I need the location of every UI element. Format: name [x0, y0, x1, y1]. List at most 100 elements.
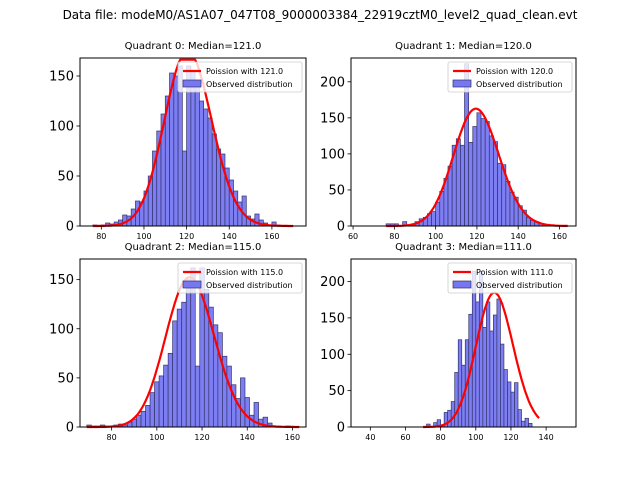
histogram-bar: [136, 414, 142, 428]
y-tick-label: 150: [49, 273, 74, 288]
histogram-bar: [447, 165, 453, 227]
histogram-bar: [476, 112, 482, 227]
histogram-bar: [211, 133, 217, 227]
histogram-bar: [194, 85, 200, 227]
subplot-quadrant-2: Quadrant 2: Median=115.0 0 50 100 150 80 100 12…: [49, 242, 307, 442]
histogram-bar: [158, 375, 164, 428]
histogram-bar: [489, 330, 494, 428]
histogram-bar: [496, 298, 501, 428]
histogram-bar: [497, 162, 503, 227]
x-tick-label: 100: [428, 232, 443, 241]
histogram-bar: [472, 126, 478, 227]
subplot-title: Quadrant 0: Median=121.0: [125, 41, 262, 52]
histogram-bar: [216, 148, 222, 227]
y-tick-label: 50: [328, 183, 345, 198]
histogram-bar: [507, 381, 512, 428]
histogram-bar: [493, 141, 498, 227]
x-tick-label: 120: [179, 232, 194, 241]
y-tick-label: 50: [57, 371, 74, 386]
histogram-bar: [226, 365, 232, 428]
legend: Poission with 111.0 Observed distribution: [447, 262, 573, 294]
x-tick-label: 60: [400, 433, 410, 442]
histogram-bar: [240, 377, 246, 428]
histogram-bar: [217, 332, 223, 428]
y-tick-label: 0: [337, 220, 345, 235]
x-tick-label: 80: [389, 232, 399, 241]
histogram-bar: [203, 108, 209, 227]
histogram-bar: [480, 118, 486, 227]
figure-suptitle: Data file: modeM0/AS1A07_047T08_90000033…: [62, 8, 578, 22]
histogram-bar: [163, 364, 169, 428]
legend: Poission with 115.0 Observed distribution: [177, 262, 303, 294]
histogram-bar: [140, 410, 146, 428]
legend-box: [447, 61, 573, 93]
x-tick-label: 100: [136, 232, 151, 241]
subplot-quadrant-1: Quadrant 1: Median=120.0 0 50 100 150 200 60 80…: [320, 41, 577, 241]
poisson-curve: [423, 291, 540, 429]
x-tick-label: 80: [96, 232, 106, 241]
axes-frame: [79, 258, 307, 428]
legend-box: [177, 262, 303, 294]
histogram-bar: [185, 279, 192, 428]
y-tick-label: 50: [57, 170, 74, 185]
legend-label-poisson: Poission with 121.0: [206, 67, 283, 76]
legend-bar-swatch: [452, 79, 472, 88]
histogram-bar: [468, 142, 474, 227]
x-tick-label: 120: [194, 433, 209, 442]
y-tick-label: 200: [320, 75, 345, 90]
subplot-title: Quadrant 1: Median=120.0: [395, 41, 532, 52]
histogram-bar: [122, 214, 128, 227]
histogram-bar: [517, 409, 522, 428]
x-tick-label: 140: [222, 232, 237, 241]
subplot-quadrant-3: Quadrant 3: Median=111.0 0 50 100 150 200 40 60…: [320, 242, 577, 442]
y-tick-label: 150: [320, 111, 345, 126]
legend-bar-swatch: [182, 280, 202, 289]
subplot-title: Quadrant 2: Median=115.0: [125, 242, 262, 253]
histogram-bar: [447, 409, 452, 428]
legend-label-observed: Observed distribution: [476, 80, 563, 89]
axes-frame: [79, 57, 307, 227]
legend-bar-swatch: [182, 79, 202, 88]
y-tick-label: 100: [49, 322, 74, 337]
histogram-bar: [457, 339, 463, 428]
x-tick-label: 100: [468, 433, 483, 442]
histogram-bar: [488, 135, 494, 227]
x-tick-label: 120: [503, 433, 518, 442]
legend-label-poisson: Poission with 115.0: [206, 268, 283, 277]
x-tick-label: 140: [511, 232, 526, 241]
x-tick-label: 160: [552, 232, 567, 241]
y-tick-label: 100: [49, 120, 74, 135]
histogram-bar: [524, 417, 529, 428]
x-tick-label: 160: [264, 232, 279, 241]
histogram-bar: [154, 381, 160, 428]
x-tick-label: 40: [365, 433, 375, 442]
x-tick-label: 140: [538, 433, 553, 442]
histogram-bar: [431, 211, 436, 227]
histogram-bar: [500, 343, 505, 428]
y-tick-label: 150: [49, 70, 74, 85]
histogram-bar: [173, 75, 179, 227]
histogram-bar: [505, 180, 511, 227]
histogram-bar: [486, 301, 491, 428]
histogram-bar: [199, 100, 205, 227]
x-tick-label: 80: [436, 433, 446, 442]
axes-frame: [350, 258, 577, 428]
histogram-bar: [172, 320, 178, 428]
legend-box: [177, 61, 303, 93]
histogram-bar: [194, 365, 201, 428]
x-tick-label: 140: [240, 433, 255, 442]
x-tick-label: 60: [348, 232, 358, 241]
y-tick-label: 50: [328, 384, 345, 399]
histogram-bar: [514, 382, 519, 428]
histogram-bar: [460, 144, 465, 227]
histogram-bar: [244, 397, 250, 428]
y-tick-label: 100: [320, 348, 345, 363]
histogram-bar: [475, 301, 480, 428]
histogram-bar: [167, 352, 174, 428]
x-tick-label: 120: [469, 232, 484, 241]
histogram-bar: [145, 405, 151, 428]
y-tick-label: 150: [320, 311, 345, 326]
poisson-curve: [92, 58, 294, 228]
histogram-bar: [435, 201, 441, 227]
